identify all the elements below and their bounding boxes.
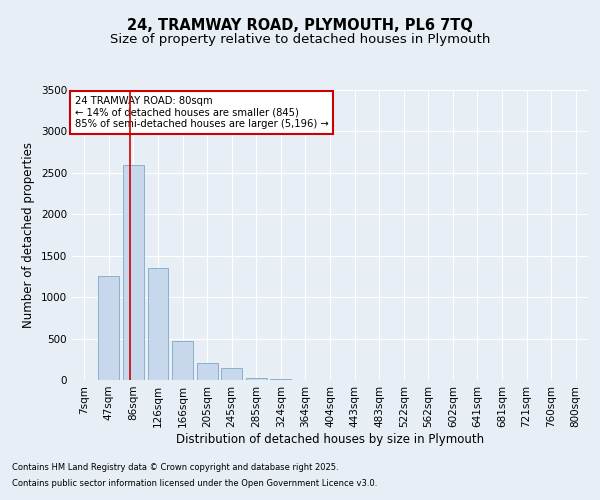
Text: Contains HM Land Registry data © Crown copyright and database right 2025.: Contains HM Land Registry data © Crown c… — [12, 464, 338, 472]
Bar — [148, 268, 169, 380]
Bar — [172, 341, 193, 380]
Bar — [246, 378, 267, 380]
Text: 24 TRAMWAY ROAD: 80sqm
← 14% of detached houses are smaller (845)
85% of semi-de: 24 TRAMWAY ROAD: 80sqm ← 14% of detached… — [74, 96, 328, 129]
Y-axis label: Number of detached properties: Number of detached properties — [22, 142, 35, 328]
Text: 24, TRAMWAY ROAD, PLYMOUTH, PL6 7TQ: 24, TRAMWAY ROAD, PLYMOUTH, PL6 7TQ — [127, 18, 473, 32]
Bar — [123, 164, 144, 380]
Bar — [197, 364, 218, 380]
Bar — [271, 379, 292, 380]
X-axis label: Distribution of detached houses by size in Plymouth: Distribution of detached houses by size … — [176, 432, 484, 446]
Text: Size of property relative to detached houses in Plymouth: Size of property relative to detached ho… — [110, 32, 490, 46]
Text: Contains public sector information licensed under the Open Government Licence v3: Contains public sector information licen… — [12, 478, 377, 488]
Bar — [221, 368, 242, 380]
Bar — [98, 276, 119, 380]
